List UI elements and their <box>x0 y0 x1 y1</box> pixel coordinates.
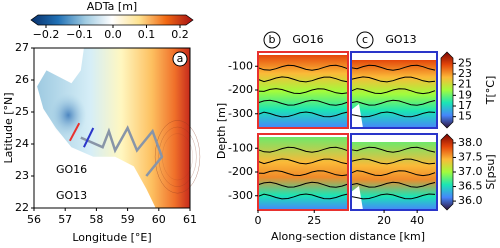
x-tick-label: 61 <box>183 213 197 226</box>
contour <box>350 146 436 153</box>
colorbar-tick-label: 25 <box>458 56 472 69</box>
colorbar-tick-label: 17 <box>458 99 472 112</box>
panel-frame <box>350 133 438 211</box>
x-tick-label: 0 <box>255 214 262 227</box>
colorbar-tick-label: 0.2 <box>171 28 189 41</box>
y-tick-label: -200 <box>228 165 253 178</box>
x-tick-label: 60 <box>152 213 166 226</box>
y-axis-title: Latitude [°N] <box>2 92 15 163</box>
x-axis-title: Longitude [°E] <box>72 231 151 244</box>
y-tick-label: -100 <box>228 141 253 154</box>
contour <box>257 158 349 165</box>
low-anomaly <box>50 93 87 138</box>
track-go13 <box>83 127 95 148</box>
panel-badge <box>356 31 374 49</box>
contour <box>257 193 349 200</box>
track-label: GO16 <box>56 163 87 176</box>
section-field <box>258 137 348 210</box>
contour <box>257 181 349 188</box>
y-tick-label: 25 <box>15 105 29 118</box>
contour <box>257 146 349 153</box>
colorbar-title: S[psu] <box>484 154 497 189</box>
colorbar-tick-label: 19 <box>458 88 472 101</box>
contour <box>257 88 349 95</box>
y-tick-label: -100 <box>228 59 253 72</box>
track <box>80 125 164 177</box>
x-tick-label: 57 <box>58 213 72 226</box>
x-tick-label: 20 <box>377 214 391 227</box>
contour <box>350 64 436 71</box>
track-go16 <box>68 122 81 142</box>
colorbar-tick-label: −0.2 <box>33 28 60 41</box>
x-tick-label: 58 <box>89 213 103 226</box>
panel-badge <box>172 51 188 67</box>
x-tick-label: 59 <box>121 213 135 226</box>
contour <box>350 181 436 188</box>
contour <box>257 170 349 177</box>
colorbar-tick-label: 37.0 <box>458 165 483 178</box>
contour <box>350 170 436 177</box>
panel-badge <box>263 31 281 49</box>
section-field <box>258 55 348 128</box>
map-panel: 56 57 58 59 60 61 22 23 24 25 26 27 Longitude [°E] La… <box>2 0 201 244</box>
colorbar-tick-label: 21 <box>458 78 472 91</box>
contour <box>257 111 349 118</box>
y-tick-label: 27 <box>15 41 29 54</box>
colorbar-tick-label: 15 <box>458 110 472 123</box>
contour <box>158 126 197 187</box>
y-tick-label: -200 <box>228 83 253 96</box>
colorbar-tick-label: 23 <box>458 67 472 80</box>
y-tick-label: 24 <box>15 137 29 150</box>
contour <box>257 99 349 106</box>
x-axis-title: Along-section distance [km] <box>271 230 425 243</box>
y-tick-label: -300 <box>228 107 253 120</box>
y-tick-label: 26 <box>15 73 29 86</box>
colorbar-tick-label: −0.1 <box>66 28 93 41</box>
panel-label: a <box>177 52 184 65</box>
x-tick-label: 25 <box>307 214 321 227</box>
y-tick-label: 22 <box>15 201 29 214</box>
contour <box>350 99 436 106</box>
contour <box>257 64 349 71</box>
panel-frame <box>350 51 438 129</box>
contour <box>350 158 436 165</box>
section-title: GO16 <box>292 33 323 46</box>
y-axis-title: Depth [m] <box>215 103 228 159</box>
colorbar-tick-label: 36.0 <box>458 194 483 207</box>
panel-label: b <box>269 33 276 46</box>
contour <box>350 193 436 200</box>
colorbar-tick-label: 38.0 <box>458 136 483 149</box>
colorbar <box>30 14 194 26</box>
colorbar <box>440 133 454 211</box>
colorbar-title: T[°C] <box>484 76 497 105</box>
plot-frame <box>33 47 191 209</box>
colorbar-tick-label: 0.1 <box>138 28 156 41</box>
x-tick-label: 40 <box>410 214 424 227</box>
x-tick-label: 56 <box>27 213 41 226</box>
colorbar-tick-label: 37.5 <box>458 150 483 163</box>
section-title: GO13 <box>385 33 416 46</box>
colorbar <box>440 51 454 129</box>
contour <box>257 76 349 83</box>
contour <box>154 120 201 194</box>
colorbar-tick-label: 0.0 <box>104 28 122 41</box>
contour <box>350 88 436 95</box>
track-label: GO13 <box>56 189 87 202</box>
y-tick-label: 23 <box>15 169 29 182</box>
contour <box>350 111 436 118</box>
contour <box>350 76 436 83</box>
colorbar-tick-label: 36.5 <box>458 180 483 193</box>
y-tick-label: -300 <box>228 189 253 202</box>
panel-label: c <box>362 33 368 46</box>
colorbar-title: ADTa [m] <box>87 0 137 13</box>
